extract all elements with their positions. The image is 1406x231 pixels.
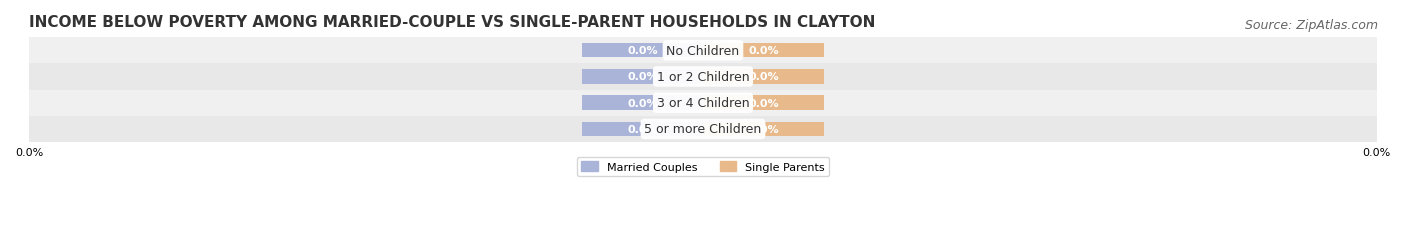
Bar	[582, 122, 703, 137]
Text: 0.0%: 0.0%	[627, 46, 658, 56]
Text: 0.0%: 0.0%	[627, 72, 658, 82]
Bar	[30, 90, 1376, 116]
Bar	[703, 70, 824, 84]
Text: 1 or 2 Children: 1 or 2 Children	[657, 71, 749, 84]
Legend: Married Couples, Single Parents: Married Couples, Single Parents	[576, 157, 830, 177]
Text: Source: ZipAtlas.com: Source: ZipAtlas.com	[1244, 18, 1378, 31]
Bar	[703, 122, 824, 137]
Text: INCOME BELOW POVERTY AMONG MARRIED-COUPLE VS SINGLE-PARENT HOUSEHOLDS IN CLAYTON: INCOME BELOW POVERTY AMONG MARRIED-COUPL…	[30, 15, 876, 30]
Text: No Children: No Children	[666, 45, 740, 58]
Text: 0.0%: 0.0%	[627, 98, 658, 108]
Bar	[703, 96, 824, 110]
Bar	[30, 38, 1376, 64]
Bar	[30, 64, 1376, 90]
Text: 3 or 4 Children: 3 or 4 Children	[657, 97, 749, 110]
Text: 0.0%: 0.0%	[748, 46, 779, 56]
Bar	[30, 116, 1376, 143]
Text: 0.0%: 0.0%	[748, 98, 779, 108]
Bar	[582, 96, 703, 110]
Bar	[582, 44, 703, 58]
Bar	[703, 44, 824, 58]
Text: 0.0%: 0.0%	[627, 125, 658, 134]
Text: 0.0%: 0.0%	[748, 125, 779, 134]
Text: 0.0%: 0.0%	[748, 72, 779, 82]
Bar	[582, 70, 703, 84]
Text: 5 or more Children: 5 or more Children	[644, 123, 762, 136]
